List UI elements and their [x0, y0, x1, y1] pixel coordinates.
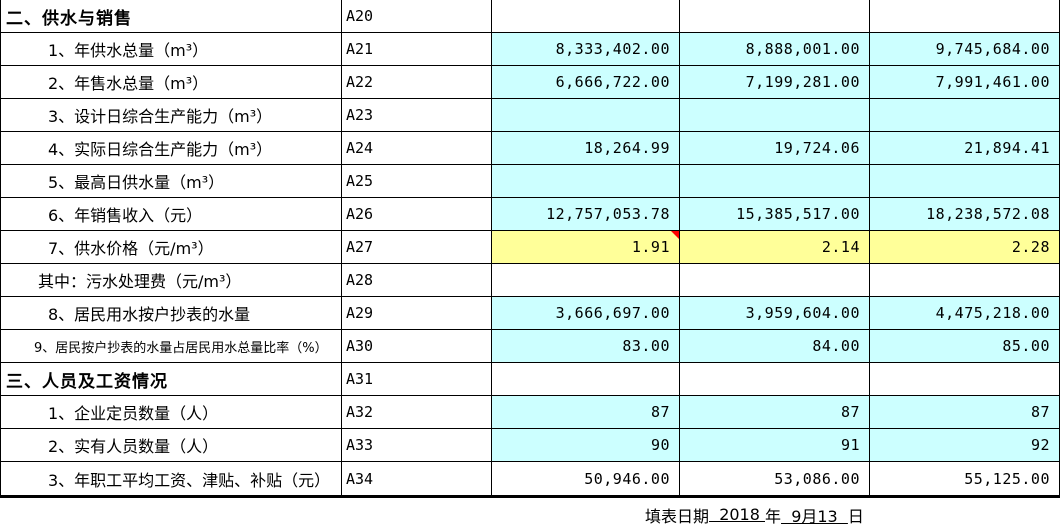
value-cell-2[interactable]: 53,086.00	[680, 462, 870, 495]
table-row-a29: 8、居民用水按户抄表的水量 A29 3,666,697.00 3,959,604…	[1, 297, 1060, 330]
value-cell-3[interactable]	[870, 0, 1060, 33]
row-label-cell[interactable]: 3、设计日综合生产能力（m³）	[1, 99, 342, 132]
value-cell-3[interactable]: 92	[870, 429, 1060, 462]
row-label-cell[interactable]: 3、年职工平均工资、津贴、补贴（元）	[1, 462, 342, 495]
value-cell-2[interactable]: 8,888,001.00	[680, 33, 870, 66]
table-row-a32: 1、企业定员数量（人） A32 87 87 87	[1, 396, 1060, 429]
row-code-cell[interactable]: A25	[342, 165, 492, 198]
value-cell-1[interactable]: 87	[492, 396, 680, 429]
value-cell-3[interactable]	[870, 264, 1060, 297]
value-cell-2[interactable]	[680, 99, 870, 132]
value-cell-1[interactable]: 90	[492, 429, 680, 462]
value-cell-3[interactable]: 85.00	[870, 330, 1060, 363]
value-cell-2[interactable]	[680, 264, 870, 297]
value-cell-2[interactable]: 3,959,604.00	[680, 297, 870, 330]
row-code-cell[interactable]: A24	[342, 132, 492, 165]
value-cell-2[interactable]: 15,385,517.00	[680, 198, 870, 231]
value-cell-2[interactable]: 7,199,281.00	[680, 66, 870, 99]
value-cell-1[interactable]	[492, 363, 680, 396]
row-code-cell[interactable]: A32	[342, 396, 492, 429]
comment-indicator-icon	[671, 231, 679, 239]
table-row-a30: 9、居民按户抄表的水量占居民用水总量比率（%） A30 83.00 84.00 …	[1, 330, 1060, 363]
row-label-cell[interactable]: 9、居民按户抄表的水量占居民用水总量比率（%）	[1, 330, 342, 363]
value-text: 1.91	[631, 238, 670, 256]
row-label-cell[interactable]: 8、居民用水按户抄表的水量	[1, 297, 342, 330]
value-cell-2[interactable]: 2.14	[680, 231, 870, 264]
table-row-a25: 5、最高日供水量（m³） A25	[1, 165, 1060, 198]
row-code-cell[interactable]: A27	[342, 231, 492, 264]
row-code-cell[interactable]: A23	[342, 99, 492, 132]
value-cell-3[interactable]: 4,475,218.00	[870, 297, 1060, 330]
row-label-cell[interactable]: 二、供水与销售	[1, 0, 342, 33]
row-label-cell[interactable]: 2、年售水总量（m³）	[1, 66, 342, 99]
row-label-cell[interactable]: 三、人员及工资情况	[1, 363, 342, 396]
value-cell-1[interactable]: 18,264.99	[492, 132, 680, 165]
value-cell-1[interactable]: 3,666,697.00	[492, 297, 680, 330]
value-cell-2[interactable]: 19,724.06	[680, 132, 870, 165]
value-cell-1[interactable]: 8,333,402.00	[492, 33, 680, 66]
fill-date-monthday: 9月13	[781, 506, 848, 526]
table-row-a22: 2、年售水总量（m³） A22 6,666,722.00 7,199,281.0…	[1, 66, 1060, 99]
value-cell-1[interactable]: 12,757,053.78	[492, 198, 680, 231]
value-cell-3[interactable]: 2.28	[870, 231, 1060, 264]
fill-date-line[interactable]: 填表日期 2018 年 9月13 日	[0, 498, 1060, 531]
fill-date-label: 填表日期	[645, 506, 710, 526]
value-cell-3[interactable]: 18,238,572.08	[870, 198, 1060, 231]
table-row-a24: 4、实际日综合生产能力（m³） A24 18,264.99 19,724.06 …	[1, 132, 1060, 165]
value-cell-2[interactable]: 91	[680, 429, 870, 462]
row-label-cell[interactable]: 2、实有人员数量（人）	[1, 429, 342, 462]
value-cell-3[interactable]	[870, 99, 1060, 132]
value-cell-3[interactable]	[870, 363, 1060, 396]
value-cell-1[interactable]	[492, 264, 680, 297]
value-cell-3[interactable]: 55,125.00	[870, 462, 1060, 495]
row-label-cell[interactable]: 1、年供水总量（m³）	[1, 33, 342, 66]
table-row-a26: 6、年销售收入（元） A26 12,757,053.78 15,385,517.…	[1, 198, 1060, 231]
value-cell-2[interactable]: 87	[680, 396, 870, 429]
fill-date-year: 2018	[709, 505, 765, 524]
row-code-cell[interactable]: A20	[342, 0, 492, 33]
value-cell-3[interactable]: 9,745,684.00	[870, 33, 1060, 66]
value-cell-1[interactable]: 50,946.00	[492, 462, 680, 495]
spreadsheet-table: 二、供水与销售 A20 1、年供水总量（m³） A21 8,333,402.00…	[0, 0, 1060, 498]
fill-date-day-unit: 日	[847, 506, 864, 526]
table-row-a28: 其中：污水处理费（元/m³） A28	[1, 264, 1060, 297]
table-row-a21: 1、年供水总量（m³） A21 8,333,402.00 8,888,001.0…	[1, 33, 1060, 66]
row-label-cell[interactable]: 7、供水价格（元/m³）	[1, 231, 342, 264]
value-cell-3[interactable]: 7,991,461.00	[870, 66, 1060, 99]
fill-date-year-unit: 年	[765, 506, 782, 526]
row-label-cell[interactable]: 5、最高日供水量（m³）	[1, 165, 342, 198]
table-row-a34: 3、年职工平均工资、津贴、补贴（元） A34 50,946.00 53,086.…	[1, 462, 1060, 495]
value-cell-1[interactable]	[492, 165, 680, 198]
row-code-cell[interactable]: A30	[342, 330, 492, 363]
value-cell-1[interactable]	[492, 0, 680, 33]
row-label-cell[interactable]: 4、实际日综合生产能力（m³）	[1, 132, 342, 165]
row-code-cell[interactable]: A28	[342, 264, 492, 297]
table-row-a27: 7、供水价格（元/m³） A27 1.91 2.14 2.28	[1, 231, 1060, 264]
table-row-a31: 三、人员及工资情况 A31	[1, 363, 1060, 396]
value-cell-1[interactable]: 6,666,722.00	[492, 66, 680, 99]
row-code-cell[interactable]: A26	[342, 198, 492, 231]
value-cell-3[interactable]	[870, 165, 1060, 198]
row-code-cell[interactable]: A22	[342, 66, 492, 99]
value-cell-1[interactable]: 83.00	[492, 330, 680, 363]
table-row-a33: 2、实有人员数量（人） A33 90 91 92	[1, 429, 1060, 462]
table-row-a20: 二、供水与销售 A20	[1, 0, 1060, 33]
value-cell-1[interactable]: 1.91	[492, 231, 680, 264]
row-code-cell[interactable]: A21	[342, 33, 492, 66]
row-code-cell[interactable]: A31	[342, 363, 492, 396]
row-code-cell[interactable]: A29	[342, 297, 492, 330]
value-cell-2[interactable]: 84.00	[680, 330, 870, 363]
row-label-cell[interactable]: 1、企业定员数量（人）	[1, 396, 342, 429]
value-cell-3[interactable]: 21,894.41	[870, 132, 1060, 165]
value-cell-1[interactable]	[492, 99, 680, 132]
value-cell-3[interactable]: 87	[870, 396, 1060, 429]
row-label-cell[interactable]: 6、年销售收入（元）	[1, 198, 342, 231]
row-code-cell[interactable]: A34	[342, 462, 492, 495]
value-cell-2[interactable]	[680, 0, 870, 33]
table-row-a23: 3、设计日综合生产能力（m³） A23	[1, 99, 1060, 132]
row-code-cell[interactable]: A33	[342, 429, 492, 462]
row-label-cell[interactable]: 其中：污水处理费（元/m³）	[1, 264, 342, 297]
value-cell-2[interactable]	[680, 363, 870, 396]
value-cell-2[interactable]	[680, 165, 870, 198]
